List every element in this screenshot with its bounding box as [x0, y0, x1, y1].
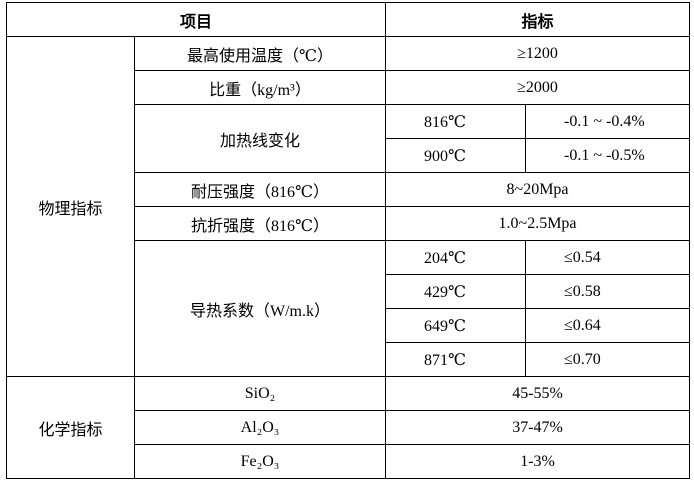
table-row: 900℃ -0.1 ~ -0.5% [7, 138, 691, 173]
condition-cell: 429℃ [385, 274, 527, 309]
table-row: 物理指标 最高使用温度（℃） ≥1200 [6, 36, 691, 377]
value-cell: ≥1200 [385, 36, 691, 71]
table-row: 导热系数（W/m.k） 204℃ ≤0.54 [7, 240, 691, 377]
item-cell: SiO₂ [133, 376, 387, 411]
value-cell: ≤0.70 [525, 342, 691, 377]
table-row: Fe₂O₃ 1-3% [7, 444, 691, 479]
value-cell: 8~20Mpa [385, 172, 691, 207]
header-row: 项目 指标 [5, 2, 691, 37]
header-cell: 项目 [5, 2, 387, 37]
item-cell: 导热系数（W/m.k） [133, 240, 387, 377]
condition-cell: 204℃ [385, 240, 527, 275]
table-row: 抗折强度（816℃） 1.0~2.5Mpa [7, 206, 691, 241]
value-cell: 1.0~2.5Mpa [385, 206, 691, 241]
table-row: 871℃ ≤0.70 [7, 342, 691, 377]
condition-cell: 816℃ [385, 104, 527, 139]
table-row: 耐压强度（816℃） 8~20Mpa [7, 172, 691, 207]
spec-table: 项目 指标 物理指标 最高使用温度（℃） ≥1200 比重（kg/m³） ≥2000 加热… [5, 2, 691, 479]
value-cell: -0.1 ~ -0.4% [525, 104, 691, 139]
table-row: 429℃ ≤0.58 [7, 274, 691, 309]
group-label: 物理指标 [6, 36, 135, 377]
value-cell: ≤0.64 [525, 308, 691, 343]
condition-cell: 871℃ [385, 342, 527, 377]
item-cell: 加热线变化 [133, 104, 387, 173]
table-row: 化学指标 SiO₂ 45-55% [6, 376, 691, 479]
value-cell: -0.1 ~ -0.5% [525, 138, 691, 173]
table-body: 物理指标 最高使用温度（℃） ≥1200 比重（kg/m³） ≥2000 加热线变化 816… [6, 36, 691, 479]
item-cell: 耐压强度（816℃） [133, 172, 387, 207]
value-cell: 45-55% [385, 376, 691, 411]
value-cell: ≤0.58 [525, 274, 691, 309]
item-cell: 最高使用温度（℃） [133, 36, 387, 71]
condition-cell: 649℃ [385, 308, 527, 343]
item-cell: 抗折强度（816℃） [133, 206, 387, 241]
value-cell: ≥2000 [385, 70, 691, 105]
item-cell: Al₂O₃ [133, 410, 387, 445]
table-row: 加热线变化 816℃ -0.1 ~ -0.4% [7, 104, 691, 173]
item-cell: 比重（kg/m³） [133, 70, 387, 105]
value-cell: ≤0.54 [525, 240, 691, 275]
header-cell: 指标 [385, 2, 691, 37]
item-cell: Fe₂O₃ [133, 444, 387, 479]
value-cell: 37-47% [385, 410, 691, 445]
group-label: 化学指标 [6, 376, 135, 479]
value-cell: 1-3% [385, 444, 691, 479]
table-row: 649℃ ≤0.64 [7, 308, 691, 343]
table-row: 比重（kg/m³） ≥2000 [7, 70, 691, 105]
condition-cell: 900℃ [385, 138, 527, 173]
table-row: Al₂O₃ 37-47% [7, 410, 691, 445]
